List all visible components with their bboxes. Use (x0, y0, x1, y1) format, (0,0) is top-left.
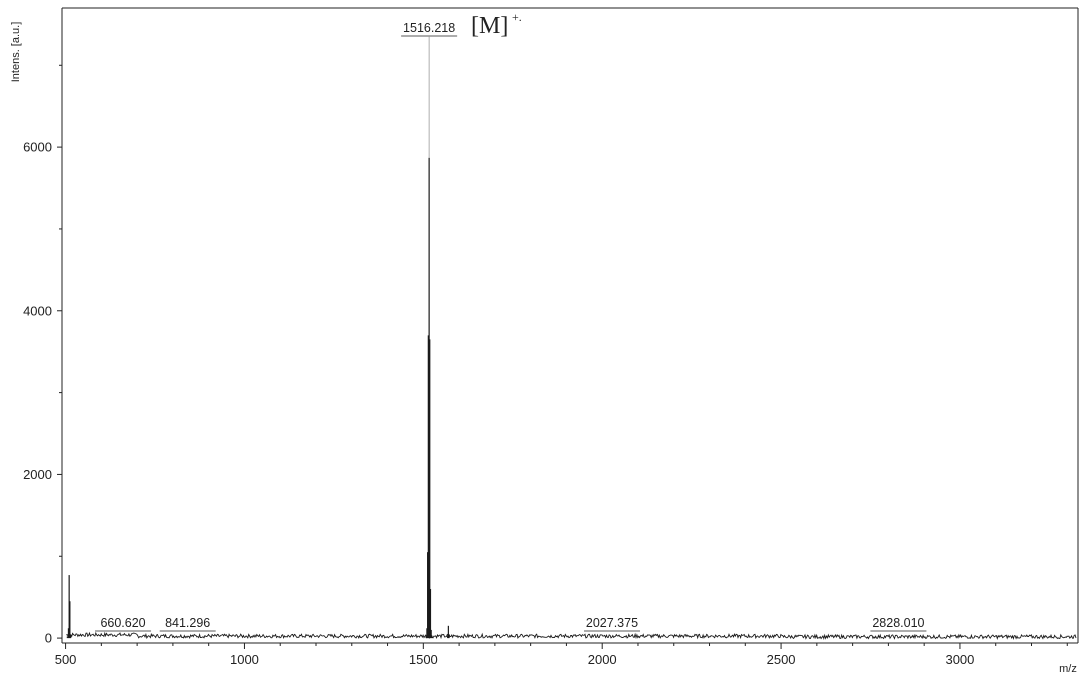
molecular-ion-annotation: [M] +. (471, 10, 522, 39)
ion-label: [M] (471, 13, 508, 39)
x-axis-ticks: 500 1000 1500 2000 2500 3000 (55, 643, 1068, 667)
x-axis-label: m/z (1059, 663, 1077, 675)
peak-label: 2828.010 (872, 616, 924, 630)
y-tick-label: 0 (45, 631, 52, 646)
spectrum-peaks (66, 157, 450, 639)
peak-label: 1516.218 (403, 21, 455, 35)
baseline-noise (66, 631, 1077, 640)
x-tick-label: 2500 (767, 652, 796, 667)
x-tick-label: 1500 (409, 652, 438, 667)
x-tick-label: 3000 (945, 652, 974, 667)
y-tick-label: 2000 (23, 467, 52, 482)
y-axis-label: Intens. [a.u.] (10, 22, 22, 83)
peak-label: 2027.375 (586, 616, 638, 630)
ion-charge-superscript: +. (512, 10, 522, 24)
y-axis-ticks: 0 2000 4000 6000 (23, 64, 62, 646)
x-tick-label: 2000 (588, 652, 617, 667)
x-tick-label: 1000 (230, 652, 259, 667)
peak-labels: 660.620 841.296 1516.218 2027.375 2828.010 (95, 21, 927, 632)
y-tick-label: 6000 (23, 140, 52, 155)
plot-frame (61, 7, 1079, 644)
x-tick-label: 500 (55, 652, 77, 667)
spectrum-baseline (66, 631, 1077, 640)
peak-label: 660.620 (100, 616, 145, 630)
peak-label: 841.296 (165, 616, 210, 630)
y-tick-label: 4000 (23, 303, 52, 318)
